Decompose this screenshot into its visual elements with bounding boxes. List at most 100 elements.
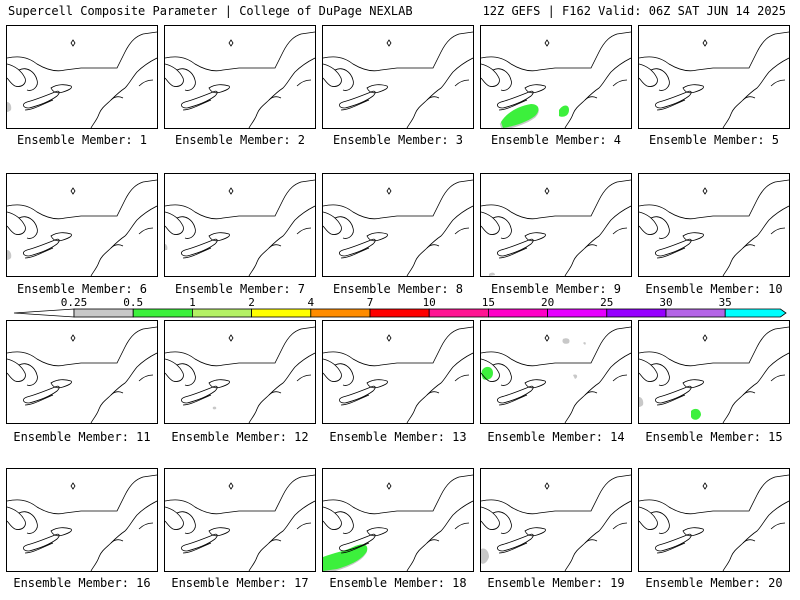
map-outline	[18, 68, 38, 91]
map-outline	[498, 394, 528, 406]
ensemble-member-label: Ensemble Member: 8	[332, 282, 464, 296]
map-outline	[165, 211, 184, 235]
scp-shading-gray	[7, 102, 12, 112]
map-outline	[24, 542, 54, 554]
map-outline	[426, 244, 440, 249]
map-canvas	[7, 31, 157, 128]
ensemble-member-label: Ensemble Member: 14	[487, 430, 625, 444]
map-canvas	[323, 474, 473, 571]
map-outline	[454, 374, 470, 382]
map-outline	[181, 533, 218, 552]
map-outline	[584, 244, 598, 249]
map-outline	[639, 179, 789, 220]
island-outline	[70, 334, 76, 342]
map-outline	[90, 57, 157, 128]
map-outline	[742, 539, 756, 544]
map-outline	[248, 352, 315, 423]
map-outline	[334, 363, 354, 386]
colorbar-tick-label: 7	[367, 296, 374, 309]
map-outline	[655, 238, 692, 257]
map-outline	[406, 352, 473, 423]
map-outline	[268, 244, 282, 249]
map-outline	[296, 374, 312, 382]
map-outline	[426, 539, 440, 544]
colorbar-bin	[191, 308, 252, 318]
map-outline	[110, 244, 124, 249]
map-outline	[656, 394, 686, 406]
map-outline	[481, 63, 500, 87]
map-outline	[366, 379, 388, 389]
map-outline	[7, 31, 157, 72]
colorbar-tick-label: 1	[189, 296, 196, 309]
colorbar-bin	[310, 308, 371, 318]
map-outline	[18, 363, 38, 386]
map-outline	[7, 211, 26, 235]
colorbar-bin	[73, 308, 134, 318]
map-outline	[296, 227, 312, 235]
map-outline	[366, 232, 388, 242]
map-title: Supercell Composite Parameter | College …	[8, 4, 413, 18]
map-outline	[110, 539, 124, 544]
map-outline	[722, 57, 789, 128]
map-outline	[612, 227, 628, 235]
ensemble-member-label: Ensemble Member: 16	[13, 576, 151, 590]
map-outline	[165, 506, 184, 530]
run-valid-time: 12Z GEFS | F162 Valid: 06Z SAT JUN 14 20…	[482, 4, 786, 18]
map-outline	[656, 247, 686, 259]
map-canvas	[165, 31, 315, 128]
map-outline	[481, 31, 631, 72]
ensemble-map-panel	[164, 320, 316, 424]
map-outline	[524, 379, 546, 389]
island-outline	[702, 334, 708, 342]
map-canvas	[7, 326, 157, 423]
map-outline	[770, 374, 786, 382]
map-outline	[722, 205, 789, 276]
colorbar-tick-label: 4	[307, 296, 314, 309]
ensemble-member-label: Ensemble Member: 1	[16, 133, 148, 147]
map-outline	[498, 247, 528, 259]
map-outline	[639, 31, 789, 72]
map-outline	[481, 326, 631, 367]
ensemble-member-label: Ensemble Member: 15	[645, 430, 783, 444]
ensemble-map-panel	[322, 468, 474, 572]
island-outline	[386, 39, 392, 47]
map-canvas	[323, 179, 473, 276]
map-outline	[248, 205, 315, 276]
map-outline	[176, 511, 196, 534]
map-outline	[524, 527, 546, 537]
map-outline	[323, 179, 473, 220]
map-outline	[492, 68, 512, 91]
scp-shading-gray	[562, 338, 586, 379]
map-outline	[323, 31, 473, 72]
map-outline	[24, 99, 54, 111]
map-outline	[481, 358, 500, 382]
map-canvas	[165, 179, 315, 276]
map-outline	[181, 238, 218, 257]
map-outline	[138, 522, 154, 530]
map-outline	[612, 374, 628, 382]
map-canvas	[481, 474, 631, 571]
map-outline	[208, 527, 230, 537]
map-outline	[176, 363, 196, 386]
colorbar-bin	[132, 308, 193, 318]
colorbar-tick-label: 20	[541, 296, 554, 309]
island-outline	[70, 39, 76, 47]
map-outline	[564, 500, 631, 571]
ensemble-map-panel	[164, 173, 316, 277]
map-outline	[497, 90, 534, 109]
ensemble-member-label: Ensemble Member: 20	[645, 576, 783, 590]
map-outline	[742, 391, 756, 396]
map-canvas	[323, 31, 473, 128]
map-outline	[498, 542, 528, 554]
map-outline	[497, 385, 534, 404]
map-outline	[165, 63, 184, 87]
ensemble-map-panel	[480, 320, 632, 424]
ensemble-map-panel	[164, 468, 316, 572]
map-outline	[639, 326, 789, 367]
map-outline	[406, 57, 473, 128]
map-outline	[564, 205, 631, 276]
map-outline	[181, 90, 218, 109]
map-outline	[334, 216, 354, 239]
map-outline	[339, 533, 376, 552]
scp-shading-gray	[212, 406, 217, 410]
